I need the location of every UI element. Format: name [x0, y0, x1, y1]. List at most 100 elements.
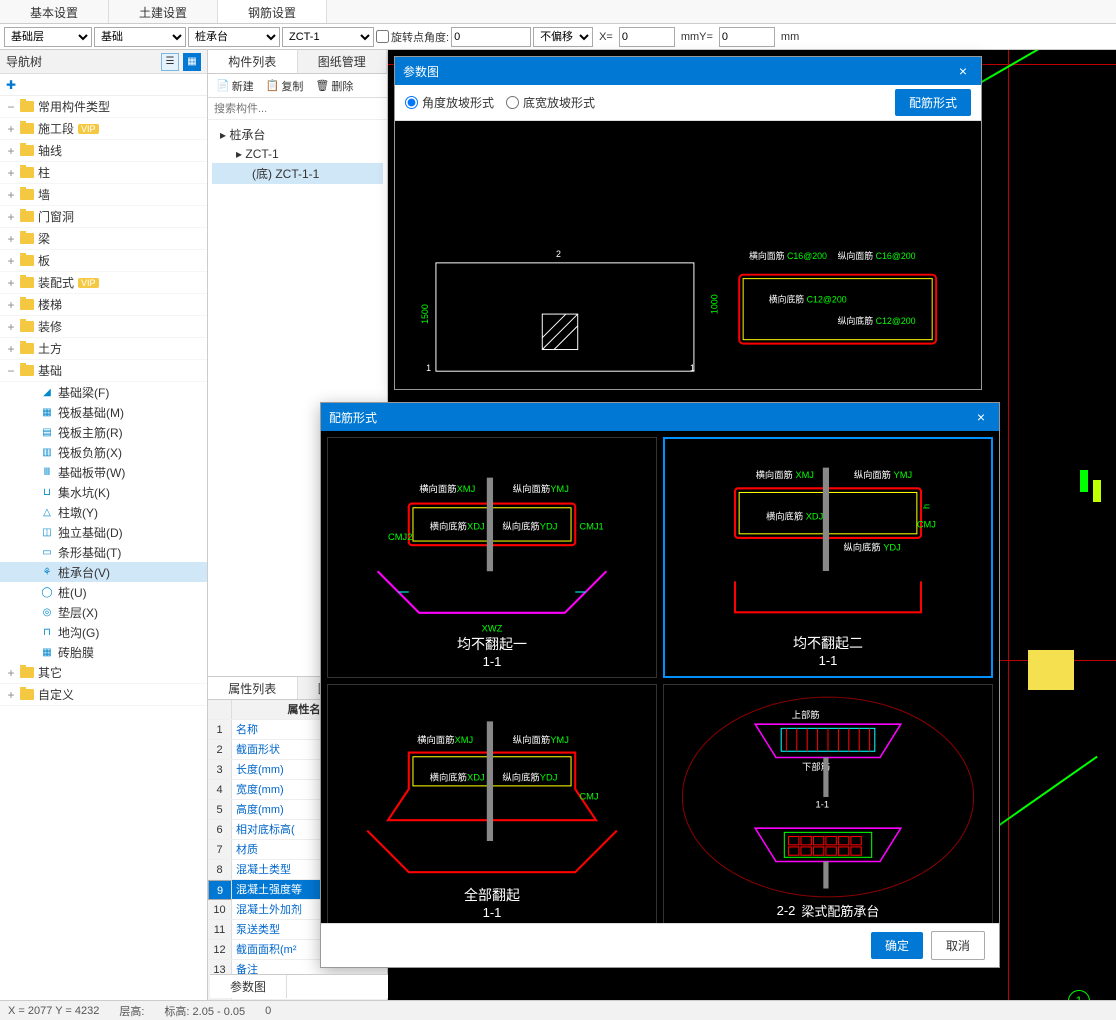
x-input[interactable]	[619, 27, 675, 47]
folder-icon	[20, 255, 34, 266]
rebar-sub-2: 1-1	[819, 653, 838, 668]
svg-text:纵向面筋YMJ: 纵向面筋YMJ	[513, 734, 569, 745]
status-bar: X = 2077 Y = 4232 层高: 标高: 2.05 - 0.05 0	[0, 1000, 1116, 1020]
nav-door[interactable]: +门窗洞	[0, 206, 207, 228]
nav-construction[interactable]: +施工段VIP	[0, 118, 207, 140]
view-grid-icon[interactable]: ▦	[183, 53, 201, 71]
ok-button[interactable]: 确定	[871, 932, 923, 959]
svg-text:横向面筋XMJ: 横向面筋XMJ	[419, 483, 475, 494]
select-floor[interactable]: 基础层	[4, 27, 92, 47]
folder-icon	[20, 101, 34, 112]
tab-component-list[interactable]: 构件列表	[208, 50, 298, 73]
rebar-caption-1: 均不翻起一	[457, 634, 527, 654]
folder-icon	[20, 299, 34, 310]
y-input[interactable]	[719, 27, 775, 47]
add-button[interactable]: ✚	[0, 74, 207, 96]
close-icon[interactable]: ×	[971, 407, 991, 427]
view-list-icon[interactable]: ☰	[161, 53, 179, 71]
tree-pile-cap[interactable]: ▸ 桩承台	[212, 124, 383, 145]
delete-button[interactable]: 🗑 删除	[311, 78, 357, 94]
rebar-option-4[interactable]: 上部筋 下部筋 1-1 2-2 梁式配筋承台	[663, 684, 993, 923]
bottom-tab-param[interactable]: 参数图	[210, 975, 287, 998]
nav-foundation[interactable]: −基础	[0, 360, 207, 382]
nav-sub-x2[interactable]: ◎垫层(X)	[0, 602, 207, 622]
rebar-option-1[interactable]: 横向面筋XMJ 纵向面筋YMJ 横向底筋XDJ 纵向底筋YDJ CMJ2 CMJ…	[327, 437, 657, 678]
svg-text:XWZ: XWZ	[482, 624, 503, 634]
nav-earthwork[interactable]: +土方	[0, 338, 207, 360]
svg-text:横向面筋 C16@200: 横向面筋 C16@200	[749, 250, 827, 261]
rotation-input[interactable]	[451, 27, 531, 47]
rebar-caption-4: 梁式配筋承台	[801, 901, 879, 920]
nav-slab[interactable]: +板	[0, 250, 207, 272]
nav-custom[interactable]: +自定义	[0, 684, 207, 706]
folder-icon	[20, 343, 34, 354]
top-tabs: 基本设置 土建设置 钢筋设置	[0, 0, 1116, 24]
svg-text:纵向面筋 YMJ: 纵向面筋 YMJ	[854, 469, 912, 480]
nav-sub-t[interactable]: ▭条形基础(T)	[0, 542, 207, 562]
nav-common[interactable]: −常用构件类型	[0, 96, 207, 118]
nav-beam[interactable]: +梁	[0, 228, 207, 250]
tree-zct1-1[interactable]: (底) ZCT-1-1	[212, 163, 383, 184]
nav-sub-d[interactable]: ◫独立基础(D)	[0, 522, 207, 542]
folder-icon	[20, 321, 34, 332]
tab-drawing-mgmt[interactable]: 图纸管理	[298, 50, 388, 73]
rebar-caption-2: 均不翻起二	[793, 633, 863, 653]
tree-zct1[interactable]: ▸ ZCT-1	[212, 145, 383, 163]
status-floor: 层高:	[119, 1003, 144, 1019]
status-zero: 0	[265, 1005, 271, 1017]
radio-width[interactable]: 底宽放坡形式	[506, 94, 595, 111]
nav-column[interactable]: +柱	[0, 162, 207, 184]
nav-sub-brick[interactable]: ▦砖胎膜	[0, 642, 207, 662]
bottom-tabs: 参数图	[210, 974, 388, 998]
radio-angle[interactable]: 角度放坡形式	[405, 94, 494, 111]
tab-property-list[interactable]: 属性列表	[208, 677, 298, 699]
folder-icon	[20, 145, 34, 156]
param-dialog: 参数图 × 角度放坡形式 底宽放坡形式 配筋形式 2 1 1 1500 横向面筋…	[394, 56, 982, 390]
tab-civil[interactable]: 土建设置	[109, 0, 218, 23]
rebar-option-2[interactable]: 横向面筋 XMJ 纵向面筋 YMJ 横向底筋 XDJ 纵向底筋 YDJ CMJ …	[663, 437, 993, 678]
select-component[interactable]: 桩承台	[188, 27, 280, 47]
nav-other[interactable]: +其它	[0, 662, 207, 684]
tab-basic[interactable]: 基本设置	[0, 0, 109, 23]
select-category[interactable]: 基础	[94, 27, 186, 47]
svg-text:1500: 1500	[420, 304, 430, 324]
nav-prefab[interactable]: +装配式VIP	[0, 272, 207, 294]
nav-stair[interactable]: +楼梯	[0, 294, 207, 316]
folder-icon	[20, 277, 34, 288]
nav-sub-g[interactable]: ⊓地沟(G)	[0, 622, 207, 642]
nav-sub-x[interactable]: ▥筏板负筋(X)	[0, 442, 207, 462]
nav-sub-u[interactable]: ◯桩(U)	[0, 582, 207, 602]
nav-sub-r[interactable]: ▤筏板主筋(R)	[0, 422, 207, 442]
tab-rebar[interactable]: 钢筋设置	[218, 0, 327, 23]
rotation-checkbox[interactable]: 旋转点角度:	[376, 29, 449, 45]
nav-sub-m[interactable]: ▦筏板基础(M)	[0, 402, 207, 422]
nav-decoration[interactable]: +装修	[0, 316, 207, 338]
folder-icon	[20, 667, 34, 678]
search-input[interactable]	[208, 98, 387, 119]
rebar-form-button[interactable]: 配筋形式	[895, 89, 971, 116]
svg-text:CMJ2: CMJ2	[388, 532, 412, 542]
select-item[interactable]: ZCT-1	[282, 27, 374, 47]
new-button[interactable]: 📄 新建	[212, 78, 258, 94]
nav-axis[interactable]: +轴线	[0, 140, 207, 162]
folder-icon	[20, 689, 34, 700]
nav-sub-f[interactable]: ◢基础梁(F)	[0, 382, 207, 402]
close-icon[interactable]: ×	[953, 61, 973, 81]
svg-text:纵向底筋 YDJ: 纵向底筋 YDJ	[844, 541, 901, 552]
nav-header: 导航树 ☰ ▦	[0, 50, 207, 74]
svg-text:纵向底筋YDJ: 纵向底筋YDJ	[502, 772, 557, 783]
svg-text:纵向底筋YDJ: 纵向底筋YDJ	[502, 521, 557, 532]
nav-sub-y[interactable]: △柱墩(Y)	[0, 502, 207, 522]
cancel-button[interactable]: 取消	[931, 931, 985, 960]
nav-wall[interactable]: +墙	[0, 184, 207, 206]
copy-button[interactable]: 📋 复制	[262, 78, 308, 94]
select-offset[interactable]: 不偏移	[533, 27, 593, 47]
nav-sub-w[interactable]: Ⅲ基础板带(W)	[0, 462, 207, 482]
nav-sub-v[interactable]: ⚘桩承台(V)	[0, 562, 207, 582]
svg-text:CMJ: CMJ	[579, 791, 598, 801]
svg-text:纵向面筋 C16@200: 纵向面筋 C16@200	[838, 250, 916, 261]
nav-sub-k[interactable]: ⊔集水坑(K)	[0, 482, 207, 502]
rebar-sub-4: 2-2	[777, 903, 796, 918]
nav-panel: 导航树 ☰ ▦ ✚ −常用构件类型 +施工段VIP +轴线 +柱 +墙 +门窗洞…	[0, 50, 208, 1020]
rebar-option-3[interactable]: 横向面筋XMJ 纵向面筋YMJ 横向底筋XDJ 纵向底筋YDJ CMJ 全部翻起…	[327, 684, 657, 923]
